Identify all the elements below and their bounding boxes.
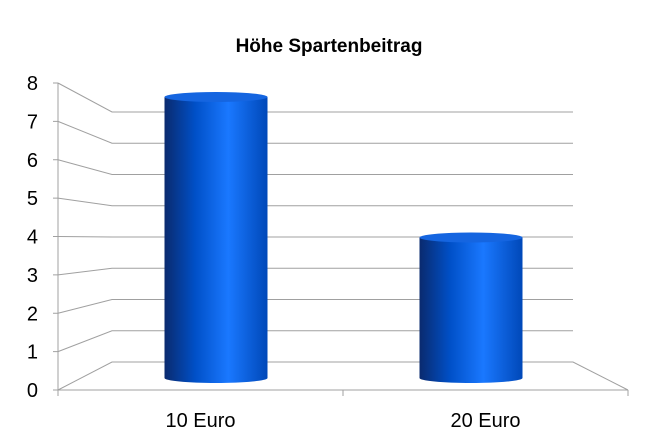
y-tick-label: 5 <box>27 188 38 210</box>
gridline <box>57 299 573 314</box>
bar-top <box>419 232 523 243</box>
gridline <box>57 197 573 207</box>
y-tick-label: 4 <box>27 227 38 249</box>
y-tick-label: 0 <box>27 380 38 402</box>
bar-body <box>164 97 268 383</box>
gridline <box>57 330 573 353</box>
gridline <box>57 159 573 175</box>
y-tick-label: 7 <box>27 111 38 133</box>
x-tick-label: 10 Euro <box>165 410 235 432</box>
x-tick-label: 20 Euro <box>450 410 520 432</box>
bar-body <box>419 237 523 383</box>
gridline <box>57 236 573 238</box>
y-tick-label: 3 <box>27 265 38 287</box>
bar-top <box>164 92 268 102</box>
y-tick-label: 8 <box>27 73 38 95</box>
y-tick-label: 2 <box>27 303 38 325</box>
gridline <box>57 82 573 113</box>
y-tick-label: 6 <box>27 150 38 172</box>
gridline <box>57 267 573 276</box>
chart-title: Höhe Spartenbeitrag <box>236 36 423 57</box>
gridline <box>57 120 573 144</box>
floor-edge <box>57 361 629 391</box>
y-tick-label: 1 <box>27 342 38 364</box>
